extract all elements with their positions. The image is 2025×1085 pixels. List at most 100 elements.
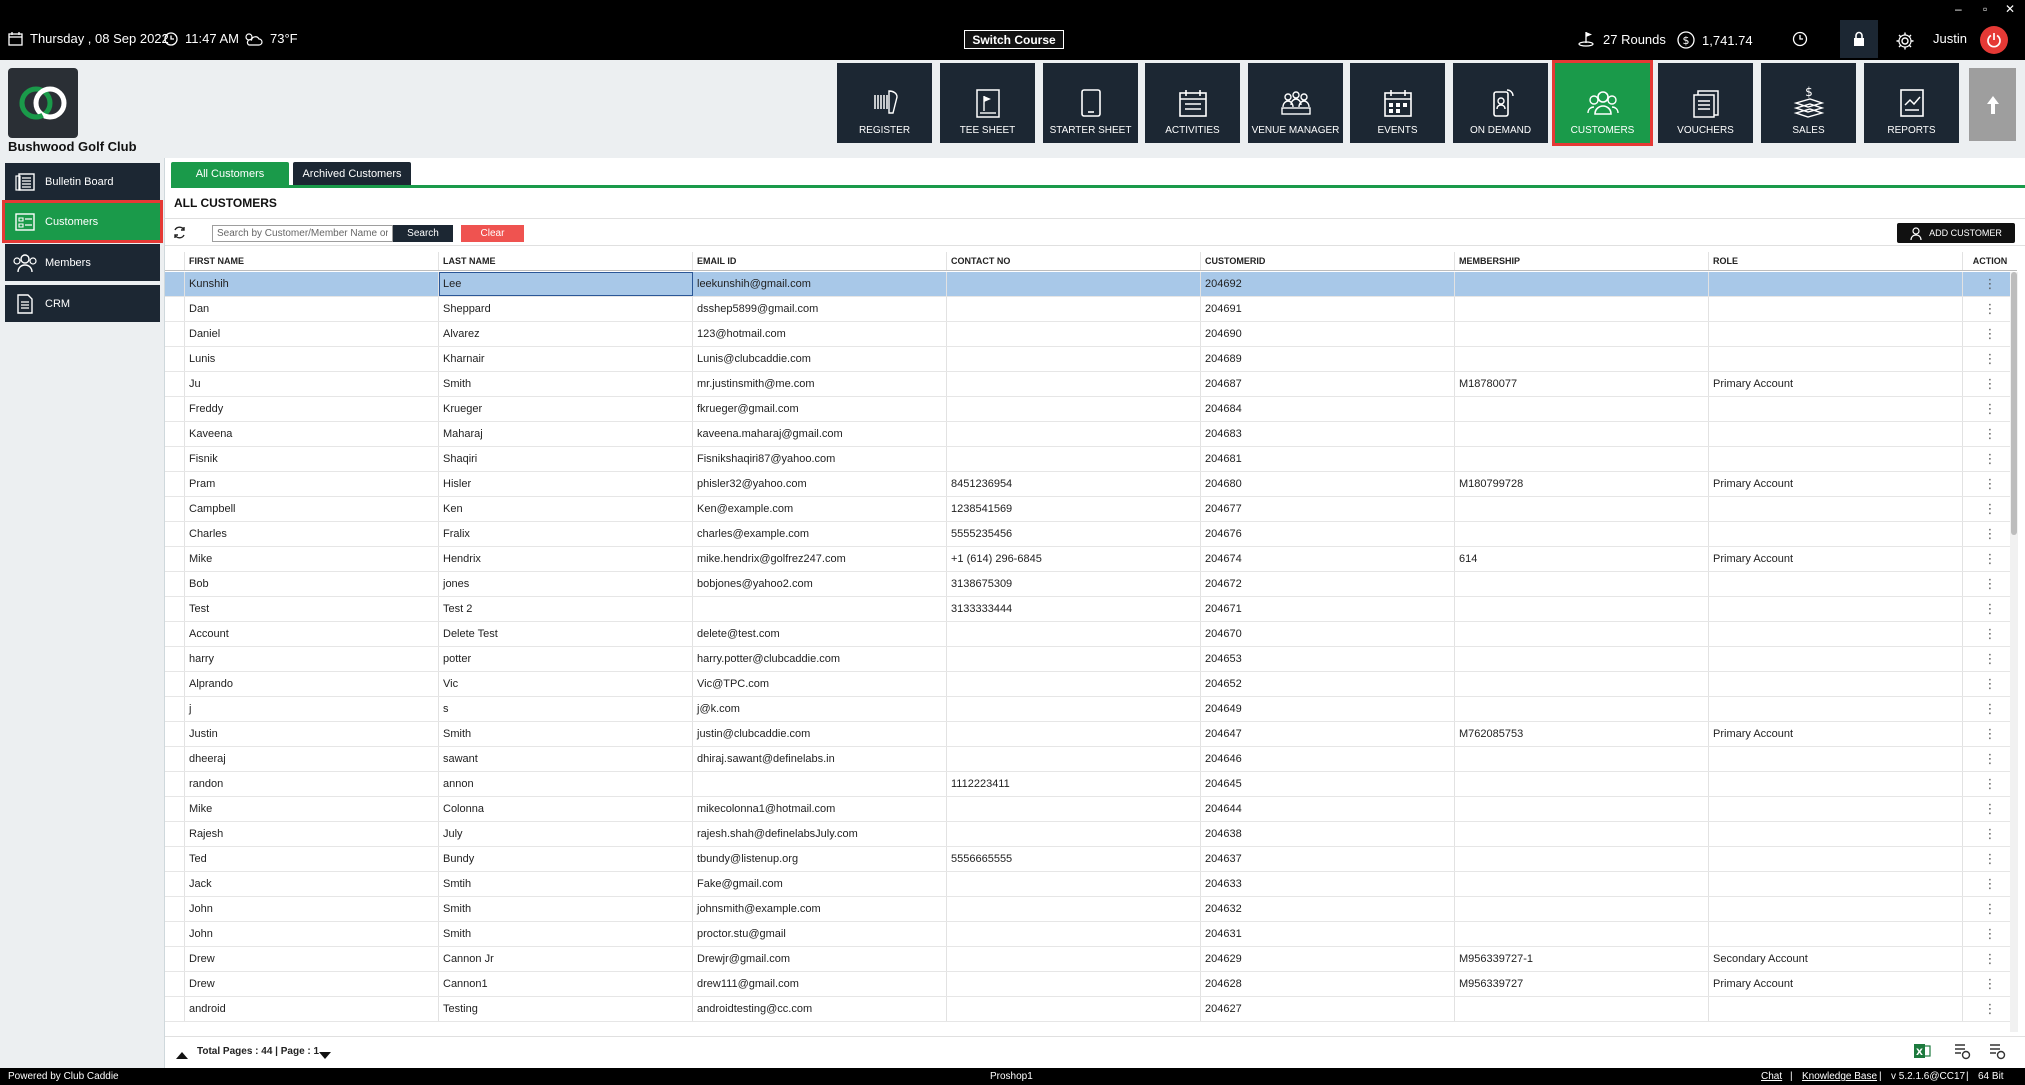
cell-membership[interactable] [1455, 672, 1709, 696]
cell-customer-id[interactable]: 204672 [1201, 572, 1455, 596]
cell-membership[interactable] [1455, 322, 1709, 346]
cell-email[interactable]: bobjones@yahoo2.com [693, 572, 947, 596]
cell-email[interactable]: dhiraj.sawant@definelabs.in [693, 747, 947, 771]
table-row[interactable]: Mike Hendrix mike.hendrix@golfrez247.com +1… [165, 547, 2017, 572]
cell-role[interactable] [1709, 897, 1963, 921]
cell-customer-id[interactable]: 204644 [1201, 797, 1455, 821]
cell-last-name[interactable]: Kharnair [439, 347, 693, 371]
cell-customer-id[interactable]: 204676 [1201, 522, 1455, 546]
cell-contact[interactable]: +1 (614) 296-6845 [947, 547, 1201, 571]
cell-email[interactable]: harry.potter@clubcaddie.com [693, 647, 947, 671]
table-row[interactable]: Dan Sheppard dsshep5899@gmail.com 204691 ⋮ [165, 297, 2017, 322]
row-action-button[interactable]: ⋮ [1963, 647, 2017, 671]
cell-email[interactable]: johnsmith@example.com [693, 897, 947, 921]
cell-membership[interactable]: M762085753 [1455, 722, 1709, 746]
cell-contact[interactable]: 3138675309 [947, 572, 1201, 596]
scrollbar-thumb[interactable] [2011, 272, 2017, 535]
row-action-button[interactable]: ⋮ [1963, 747, 2017, 771]
cell-contact[interactable] [947, 272, 1201, 296]
table-row[interactable]: Bob jones bobjones@yahoo2.com 3138675309 204… [165, 572, 2017, 597]
cell-contact[interactable] [947, 697, 1201, 721]
page-down-icon[interactable] [318, 1047, 332, 1065]
nav-reports[interactable]: REPORTS [1864, 63, 1959, 143]
row-action-button[interactable]: ⋮ [1963, 922, 2017, 946]
cell-customer-id[interactable]: 204629 [1201, 947, 1455, 971]
cell-last-name[interactable]: Cannon Jr [439, 947, 693, 971]
cell-email[interactable]: Drewjr@gmail.com [693, 947, 947, 971]
cell-membership[interactable] [1455, 847, 1709, 871]
cell-first-name[interactable]: Lunis [185, 347, 439, 371]
cell-email[interactable]: delete@test.com [693, 622, 947, 646]
cell-membership[interactable] [1455, 997, 1709, 1021]
cell-membership[interactable] [1455, 347, 1709, 371]
table-row[interactable]: android Testing androidtesting@cc.com 20462… [165, 997, 2017, 1022]
cell-last-name[interactable]: Smtih [439, 872, 693, 896]
cell-first-name[interactable]: Daniel [185, 322, 439, 346]
switch-course-button[interactable]: Switch Course [964, 30, 1064, 49]
cell-customer-id[interactable]: 204683 [1201, 422, 1455, 446]
balance-display[interactable]: $ 1,741.74 [1677, 31, 1753, 49]
cell-last-name[interactable]: annon [439, 772, 693, 796]
cell-role[interactable] [1709, 622, 1963, 646]
chat-link[interactable]: Chat [1761, 1071, 1783, 1082]
table-row[interactable]: Account Delete Test delete@test.com 204670 ⋮ [165, 622, 2017, 647]
cell-first-name[interactable]: Campbell [185, 497, 439, 521]
cell-contact[interactable] [947, 297, 1201, 321]
table-row[interactable]: Drew Cannon Jr Drewjr@gmail.com 204629 M9563… [165, 947, 2017, 972]
row-action-button[interactable]: ⋮ [1963, 897, 2017, 921]
cell-role[interactable] [1709, 747, 1963, 771]
cell-customer-id[interactable]: 204628 [1201, 972, 1455, 996]
cell-email[interactable]: phisler32@yahoo.com [693, 472, 947, 496]
cell-customer-id[interactable]: 204674 [1201, 547, 1455, 571]
cell-role[interactable]: Primary Account [1709, 722, 1963, 746]
cell-contact[interactable] [947, 372, 1201, 396]
cell-role[interactable] [1709, 997, 1963, 1021]
cell-customer-id[interactable]: 204638 [1201, 822, 1455, 846]
cell-contact[interactable] [947, 972, 1201, 996]
sidebar-item-crm[interactable]: CRM [5, 285, 160, 322]
cell-email[interactable]: tbundy@listenup.org [693, 847, 947, 871]
cell-email[interactable]: charles@example.com [693, 522, 947, 546]
cell-membership[interactable] [1455, 922, 1709, 946]
cell-membership[interactable] [1455, 747, 1709, 771]
table-row[interactable]: Pram Hisler phisler32@yahoo.com 8451236954 2… [165, 472, 2017, 497]
rounds-display[interactable]: 27 Rounds [1578, 31, 1666, 47]
cell-customer-id[interactable]: 204637 [1201, 847, 1455, 871]
cell-membership[interactable] [1455, 597, 1709, 621]
row-action-button[interactable]: ⋮ [1963, 622, 2017, 646]
row-action-button[interactable]: ⋮ [1963, 497, 2017, 521]
row-action-button[interactable]: ⋮ [1963, 272, 2017, 296]
cell-membership[interactable] [1455, 272, 1709, 296]
cell-last-name[interactable]: Smith [439, 897, 693, 921]
column-header-membership[interactable]: MEMBERSHIP [1455, 252, 1709, 270]
cell-membership[interactable] [1455, 522, 1709, 546]
cell-customer-id[interactable]: 204653 [1201, 647, 1455, 671]
cell-last-name[interactable]: Testing [439, 997, 693, 1021]
cell-customer-id[interactable]: 204677 [1201, 497, 1455, 521]
export-settings-icon[interactable] [1953, 1042, 1971, 1065]
cell-last-name[interactable]: Delete Test [439, 622, 693, 646]
search-button[interactable]: Search [393, 225, 453, 242]
cell-contact[interactable] [947, 672, 1201, 696]
cell-first-name[interactable]: Ted [185, 847, 439, 871]
cell-email[interactable]: proctor.stu@gmail [693, 922, 947, 946]
table-row[interactable]: Ju Smith mr.justinsmith@me.com 204687 M18780… [165, 372, 2017, 397]
cell-last-name[interactable]: Maharaj [439, 422, 693, 446]
cell-customer-id[interactable]: 204689 [1201, 347, 1455, 371]
cell-customer-id[interactable]: 204652 [1201, 672, 1455, 696]
row-action-button[interactable]: ⋮ [1963, 797, 2017, 821]
table-scrollbar[interactable] [2010, 272, 2018, 1032]
cell-email[interactable]: androidtesting@cc.com [693, 997, 947, 1021]
cell-customer-id[interactable]: 204691 [1201, 297, 1455, 321]
cell-contact[interactable] [947, 447, 1201, 471]
cell-email[interactable]: rajesh.shah@definelabsJuly.com [693, 822, 947, 846]
history-button[interactable] [1792, 31, 1808, 47]
cell-customer-id[interactable]: 204646 [1201, 747, 1455, 771]
table-row[interactable]: Jack Smtih Fake@gmail.com 204633 ⋮ [165, 872, 2017, 897]
cell-role[interactable] [1709, 497, 1963, 521]
cell-role[interactable] [1709, 572, 1963, 596]
column-header-first-name[interactable]: FIRST NAME [185, 252, 439, 270]
table-row[interactable]: Alprando Vic Vic@TPC.com 204652 ⋮ [165, 672, 2017, 697]
refresh-icon[interactable] [172, 225, 187, 245]
table-row[interactable]: Rajesh July rajesh.shah@definelabsJuly.com… [165, 822, 2017, 847]
